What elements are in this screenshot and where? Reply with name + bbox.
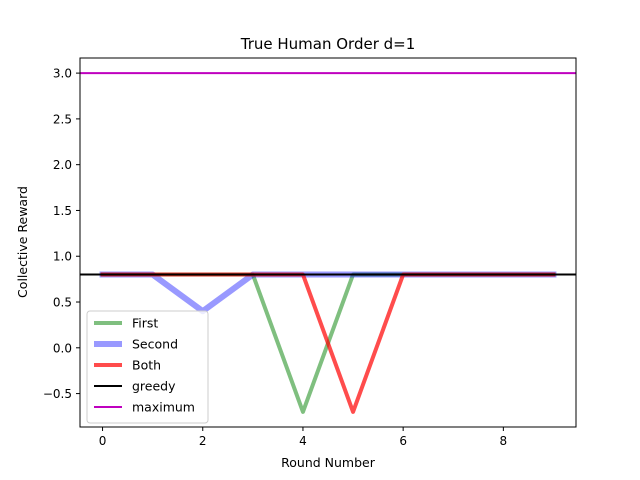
chart-title: True Human Order d=1 <box>240 35 416 53</box>
legend-label-first: First <box>132 316 158 331</box>
plot-area <box>80 72 576 414</box>
legend-label-both: Both <box>132 358 161 373</box>
y-tick-label: 3.0 <box>53 67 72 81</box>
legend-label-maximum: maximum <box>132 400 195 415</box>
x-tick-label: 4 <box>299 434 307 448</box>
x-tick-label: 2 <box>199 434 207 448</box>
y-tick-label: 1.5 <box>53 204 72 218</box>
y-tick-label: 0.5 <box>53 296 72 310</box>
axes-frame <box>79 57 577 428</box>
x-tick-label: 6 <box>399 434 407 448</box>
x-tick-label: 8 <box>500 434 508 448</box>
y-tick-label: 2.0 <box>53 158 72 172</box>
y-tick-label: 0.0 <box>53 341 72 355</box>
legend-label-greedy: greedy <box>132 379 176 394</box>
y-tick-label: 1.0 <box>53 250 72 264</box>
legend-box <box>86 310 209 424</box>
x-axis-label: Round Number <box>281 455 376 470</box>
x-tick-label: 0 <box>99 434 107 448</box>
y-tick-label: −0.5 <box>43 387 72 401</box>
axis-ticks: 0 2 4 6 8 −0.5 0.0 0.5 1.0 1.5 2.0 2.5 3.0 <box>43 67 507 448</box>
y-tick-label: 2.5 <box>53 112 72 126</box>
legend-label-second: Second <box>132 337 178 352</box>
legend: First Second Both greedy maximum <box>86 310 209 424</box>
y-axis-label: Collective Reward <box>15 186 30 298</box>
